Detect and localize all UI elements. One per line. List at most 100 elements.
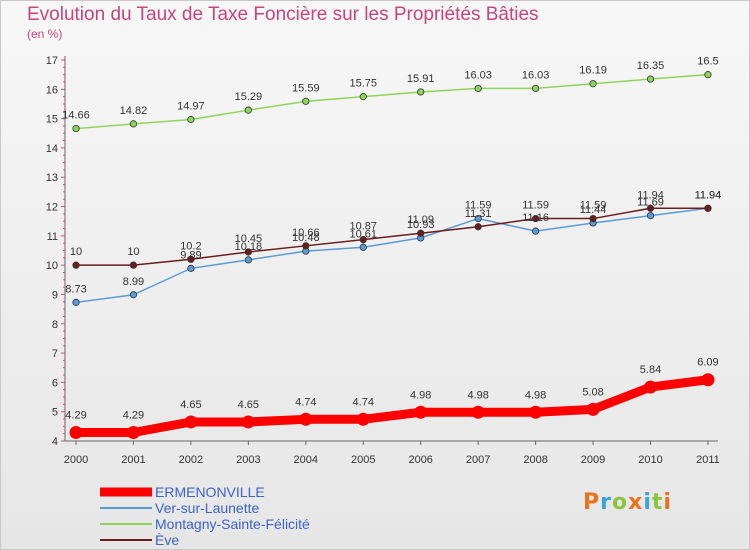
y-tick-label: 14 bbox=[46, 143, 58, 155]
data-point bbox=[359, 243, 367, 251]
proxiti-logo: Proxiti bbox=[583, 490, 672, 515]
data-point bbox=[302, 242, 310, 250]
data-point bbox=[244, 248, 252, 256]
data-label: 10.93 bbox=[407, 219, 435, 231]
y-tick-label: 13 bbox=[46, 172, 58, 184]
data-point bbox=[244, 256, 252, 264]
y-tick-label: 17 bbox=[46, 55, 58, 67]
data-point bbox=[646, 75, 655, 83]
data-label: 15.75 bbox=[349, 78, 377, 90]
x-tick-label: 2011 bbox=[696, 454, 720, 466]
data-label: 4.74 bbox=[353, 396, 374, 408]
data-label: 11.59 bbox=[465, 200, 492, 212]
data-point bbox=[471, 405, 485, 419]
legend-label: Ver-sur-Launette bbox=[155, 500, 260, 516]
x-tick-label: 2008 bbox=[523, 454, 547, 466]
legend: ERMENONVILLE Ver-sur-Launette Montagny-Sai… bbox=[100, 484, 340, 548]
data-label: 5.08 bbox=[582, 386, 603, 398]
data-point bbox=[417, 88, 425, 96]
data-label: 11.09 bbox=[407, 214, 434, 226]
data-point bbox=[531, 227, 540, 235]
data-label: 11.16 bbox=[522, 212, 549, 224]
y-tick-label: 10 bbox=[46, 260, 58, 272]
data-point bbox=[531, 84, 540, 93]
data-point bbox=[69, 426, 83, 440]
y-tick-label: 5 bbox=[52, 407, 58, 419]
data-label: 10.48 bbox=[292, 232, 320, 244]
data-point bbox=[417, 229, 425, 237]
data-label: 16.35 bbox=[637, 60, 665, 72]
data-point bbox=[129, 261, 138, 269]
data-point bbox=[187, 115, 195, 124]
data-label: 5.84 bbox=[640, 364, 661, 376]
data-point bbox=[299, 412, 313, 426]
data-label: 10 bbox=[127, 246, 139, 258]
logo-letter: r bbox=[600, 490, 612, 515]
data-label: 11.94 bbox=[695, 189, 722, 201]
data-label: 16.03 bbox=[464, 69, 492, 81]
x-tick-label: 2010 bbox=[638, 454, 662, 466]
data-point bbox=[474, 214, 482, 223]
data-label: 11.94 bbox=[695, 189, 722, 201]
y-tick-label: 7 bbox=[52, 348, 58, 360]
data-point bbox=[356, 412, 370, 426]
data-label: 11.59 bbox=[580, 200, 607, 212]
data-label: 15.91 bbox=[407, 73, 435, 85]
series-line-4 bbox=[76, 207, 708, 266]
data-point bbox=[586, 402, 600, 416]
data-point bbox=[589, 214, 597, 223]
x-tick-label: 2000 bbox=[64, 454, 88, 466]
data-label: 16.19 bbox=[579, 65, 607, 77]
data-point bbox=[531, 214, 540, 223]
series-line-3 bbox=[75, 73, 709, 130]
data-label: 11.59 bbox=[522, 200, 549, 212]
chart-unit: (en %) bbox=[27, 27, 63, 41]
data-label: 4.65 bbox=[180, 399, 201, 411]
y-tick-label: 9 bbox=[52, 289, 58, 301]
data-point bbox=[126, 426, 140, 440]
data-point bbox=[184, 415, 198, 429]
chart-title: Evolution du Taux de Taxe Foncière sur l… bbox=[27, 4, 539, 25]
data-label: 8.73 bbox=[65, 283, 86, 295]
data-point bbox=[241, 415, 255, 429]
data-label: 4.98 bbox=[467, 389, 488, 401]
y-tick-label: 8 bbox=[52, 319, 58, 331]
data-label: 11.69 bbox=[637, 197, 664, 209]
data-label: 14.97 bbox=[177, 100, 205, 112]
series-line-2 bbox=[75, 207, 709, 304]
y-tick-label: 12 bbox=[46, 202, 58, 214]
y-tick-label: 11 bbox=[47, 231, 58, 243]
legend-item: ERMENONVILLE bbox=[100, 484, 340, 500]
data-point bbox=[72, 298, 80, 306]
data-point bbox=[129, 120, 138, 128]
data-label: 10 bbox=[70, 246, 82, 258]
x-tick-label: 2002 bbox=[179, 454, 203, 466]
x-tick-label: 2003 bbox=[236, 454, 260, 466]
x-tick-label: 2006 bbox=[408, 454, 432, 466]
logo-letter: o bbox=[611, 490, 629, 515]
data-label: 10.18 bbox=[235, 241, 263, 253]
data-label: 11.44 bbox=[580, 204, 607, 216]
y-tick-label: 6 bbox=[52, 377, 58, 389]
logo-letter: i bbox=[643, 490, 652, 515]
data-point bbox=[359, 236, 367, 244]
legend-item: Ver-sur-Launette bbox=[100, 500, 340, 516]
logo-letter: t bbox=[651, 490, 664, 515]
data-label: 4.98 bbox=[525, 389, 546, 401]
data-label: 10.87 bbox=[349, 221, 377, 233]
legend-swatch bbox=[100, 507, 152, 509]
legend-item: Ève bbox=[100, 532, 340, 548]
data-point bbox=[646, 212, 655, 220]
data-label: 4.29 bbox=[65, 410, 86, 422]
data-point bbox=[529, 405, 543, 419]
data-point bbox=[187, 255, 195, 263]
legend-label: Ève bbox=[155, 532, 180, 548]
legend-item: Montagny-Sainte-Félicité bbox=[100, 516, 340, 532]
series-line-1 bbox=[76, 375, 709, 438]
data-point bbox=[646, 204, 655, 212]
data-label: 16.5 bbox=[697, 56, 718, 68]
data-label: 11.94 bbox=[637, 189, 664, 201]
data-label: 10.2 bbox=[180, 240, 201, 252]
